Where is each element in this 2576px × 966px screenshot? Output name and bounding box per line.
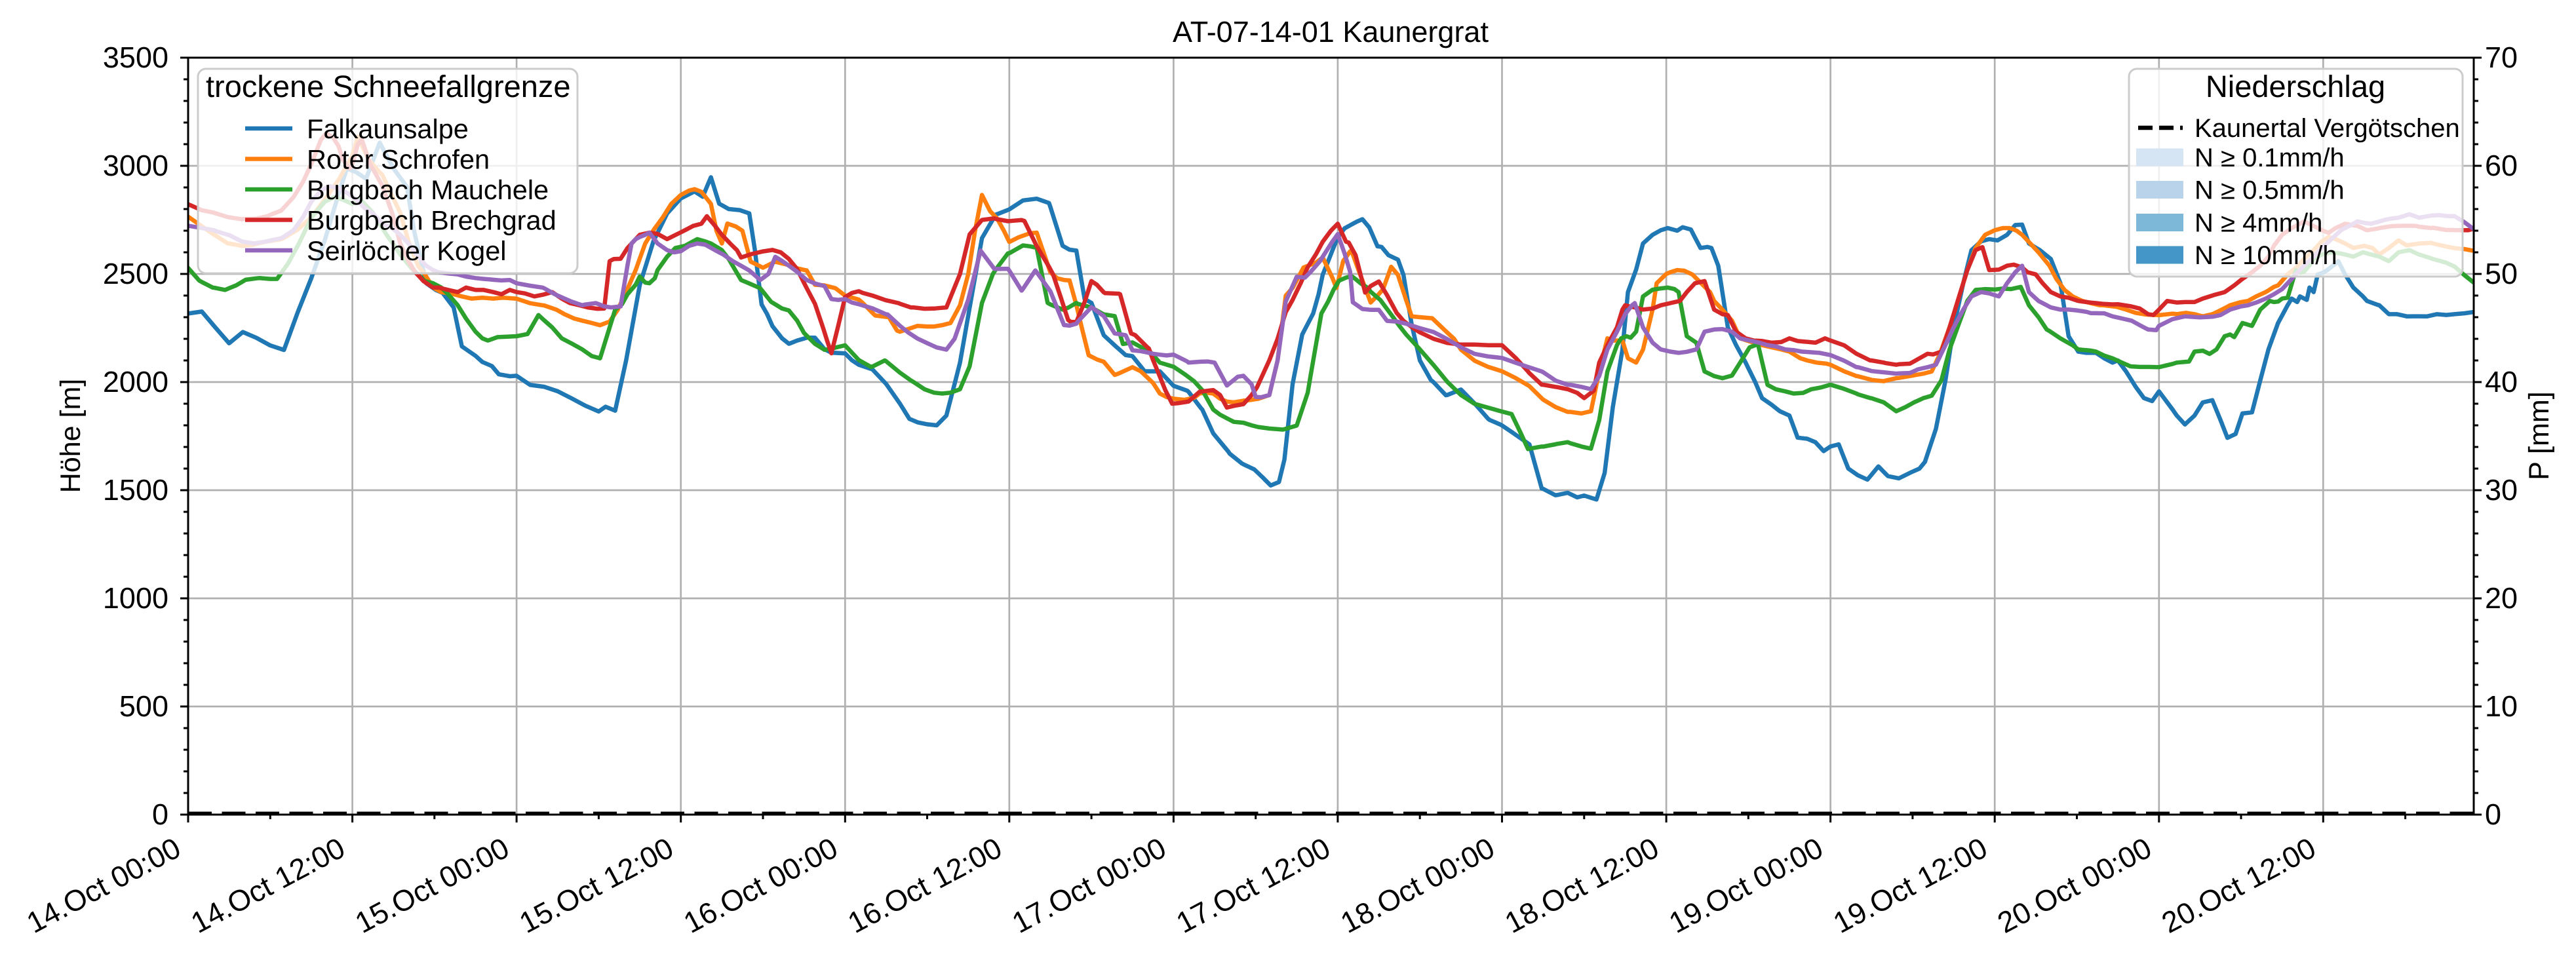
svg-text:Burgbach Mauchele: Burgbach Mauchele	[307, 174, 549, 205]
svg-text:N ≥ 4mm/h: N ≥ 4mm/h	[2195, 209, 2322, 238]
svg-text:AT-07-14-01 Kaunergrat: AT-07-14-01 Kaunergrat	[1173, 15, 1489, 48]
svg-text:Burgbach Brechgrad: Burgbach Brechgrad	[307, 205, 556, 236]
svg-text:30: 30	[2485, 473, 2518, 507]
svg-text:0: 0	[152, 798, 168, 831]
svg-text:40: 40	[2485, 365, 2518, 398]
svg-text:N ≥ 10mm/h: N ≥ 10mm/h	[2195, 241, 2337, 270]
svg-text:0: 0	[2485, 798, 2501, 831]
svg-text:2500: 2500	[103, 257, 168, 290]
svg-text:1500: 1500	[103, 473, 168, 507]
svg-text:N ≥ 0.5mm/h: N ≥ 0.5mm/h	[2195, 176, 2345, 205]
svg-text:3500: 3500	[103, 41, 168, 74]
svg-text:70: 70	[2485, 41, 2518, 74]
svg-text:Roter Schrofen: Roter Schrofen	[307, 144, 490, 175]
svg-text:1000: 1000	[103, 581, 168, 615]
svg-text:trockene Schneefallgrenze: trockene Schneefallgrenze	[206, 69, 571, 104]
svg-text:P [mm]: P [mm]	[2524, 391, 2555, 480]
svg-text:10: 10	[2485, 689, 2518, 723]
svg-text:500: 500	[119, 689, 168, 723]
svg-text:Falkaunsalpe: Falkaunsalpe	[307, 113, 469, 144]
svg-text:Kaunertal Vergötschen: Kaunertal Vergötschen	[2195, 114, 2460, 143]
svg-text:Höhe [m]: Höhe [m]	[55, 379, 87, 493]
svg-text:Niederschlag: Niederschlag	[2206, 69, 2385, 104]
svg-text:20: 20	[2485, 581, 2518, 615]
svg-text:N ≥ 0.1mm/h: N ≥ 0.1mm/h	[2195, 144, 2345, 172]
svg-text:60: 60	[2485, 149, 2518, 182]
svg-text:50: 50	[2485, 257, 2518, 290]
svg-text:2000: 2000	[103, 365, 168, 398]
svg-text:Seirlöcher Kogel: Seirlöcher Kogel	[307, 235, 507, 266]
svg-text:3000: 3000	[103, 149, 168, 182]
